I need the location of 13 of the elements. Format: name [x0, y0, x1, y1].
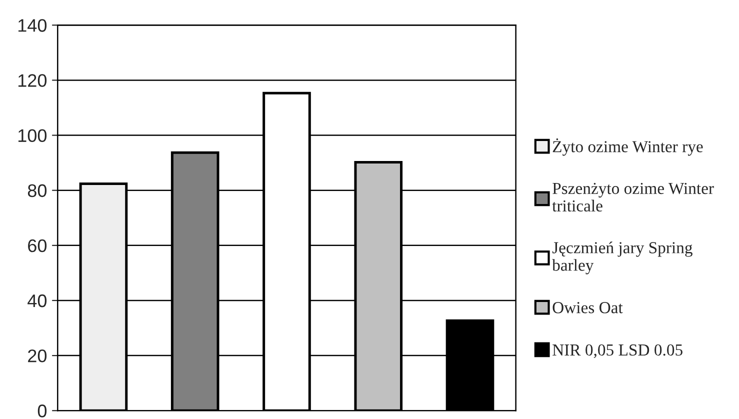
legend-label: Jęczmień jary Spring barley [552, 242, 692, 274]
legend-label: Owies Oat [552, 302, 623, 314]
y-tick-label: 80 [28, 184, 47, 198]
y-tick-label: 60 [28, 239, 47, 252]
y-tick-label: 100 [18, 129, 47, 142]
y-tick-label: 140 [18, 19, 47, 32]
y-tick-label: 120 [18, 74, 47, 87]
y-tick-label: 20 [28, 349, 47, 362]
legend-label: Żyto ozime Winter rye [552, 138, 703, 156]
y-tick-label: 40 [28, 294, 47, 308]
legend-label: Pszenżyto ozime Winter triticale [552, 182, 714, 212]
y-tick-label: 0 [38, 404, 47, 418]
legend-label: NIR 0,05 LSD 0.05 [552, 344, 682, 358]
